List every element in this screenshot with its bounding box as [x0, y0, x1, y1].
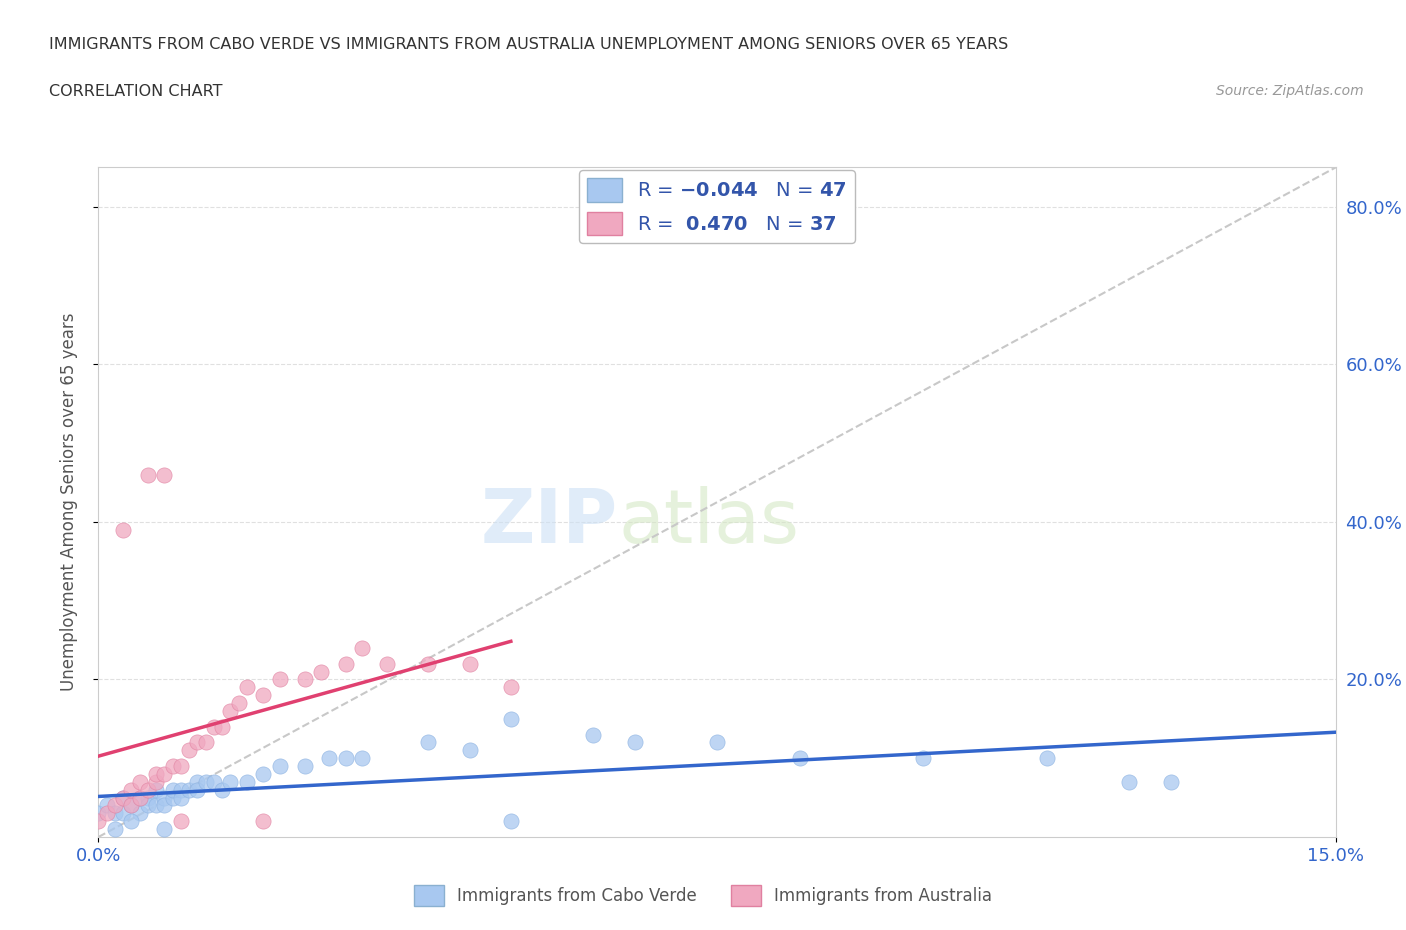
Point	[202, 719, 225, 734]
Point	[499, 814, 522, 829]
Point	[112, 790, 135, 805]
Point	[128, 790, 150, 805]
Point	[104, 798, 127, 813]
Point	[252, 814, 274, 829]
Point	[499, 711, 522, 726]
Point	[186, 775, 208, 790]
Point	[211, 719, 233, 734]
Point	[136, 790, 159, 805]
Text: Source: ZipAtlas.com: Source: ZipAtlas.com	[1216, 84, 1364, 98]
Point	[269, 759, 291, 774]
Point	[128, 806, 150, 821]
Point	[128, 790, 150, 805]
Point	[706, 735, 728, 750]
Point	[104, 822, 127, 837]
Point	[219, 703, 242, 718]
Legend: Immigrants from Cabo Verde, Immigrants from Australia: Immigrants from Cabo Verde, Immigrants f…	[408, 879, 998, 912]
Point	[136, 782, 159, 797]
Point	[418, 657, 440, 671]
Point	[582, 727, 605, 742]
Point	[120, 814, 142, 829]
Point	[236, 775, 259, 790]
Point	[1118, 775, 1140, 790]
Point	[352, 641, 374, 656]
Point	[136, 798, 159, 813]
Point	[252, 766, 274, 781]
Point	[418, 735, 440, 750]
Point	[194, 735, 217, 750]
Legend: R = $\mathbf{-0.044}$   N = $\mathbf{47}$, R =  $\mathbf{0.470}$   N = $\mathbf{: R = $\mathbf{-0.044}$ N = $\mathbf{47}$,…	[579, 170, 855, 243]
Point	[186, 782, 208, 797]
Point	[1160, 775, 1182, 790]
Point	[252, 688, 274, 703]
Point	[87, 814, 110, 829]
Point	[294, 672, 316, 687]
Point	[318, 751, 340, 765]
Point	[335, 751, 357, 765]
Point	[179, 782, 201, 797]
Point	[145, 766, 167, 781]
Text: CORRELATION CHART: CORRELATION CHART	[49, 84, 222, 99]
Point	[153, 467, 176, 482]
Text: ZIP: ZIP	[481, 485, 619, 559]
Point	[153, 790, 176, 805]
Point	[136, 467, 159, 482]
Point	[170, 759, 193, 774]
Point	[1036, 751, 1059, 765]
Point	[623, 735, 645, 750]
Text: atlas: atlas	[619, 485, 799, 559]
Text: IMMIGRANTS FROM CABO VERDE VS IMMIGRANTS FROM AUSTRALIA UNEMPLOYMENT AMONG SENIO: IMMIGRANTS FROM CABO VERDE VS IMMIGRANTS…	[49, 37, 1008, 52]
Point	[352, 751, 374, 765]
Point	[170, 782, 193, 797]
Y-axis label: Unemployment Among Seniors over 65 years: Unemployment Among Seniors over 65 years	[59, 313, 77, 691]
Point	[162, 759, 184, 774]
Point	[145, 782, 167, 797]
Point	[458, 743, 481, 758]
Point	[120, 798, 142, 813]
Point	[912, 751, 935, 765]
Point	[294, 759, 316, 774]
Point	[112, 790, 135, 805]
Point	[153, 822, 176, 837]
Point	[170, 790, 193, 805]
Point	[228, 696, 250, 711]
Point	[219, 775, 242, 790]
Point	[120, 798, 142, 813]
Point	[153, 798, 176, 813]
Point	[96, 798, 118, 813]
Point	[269, 672, 291, 687]
Point	[211, 782, 233, 797]
Point	[96, 806, 118, 821]
Point	[128, 775, 150, 790]
Point	[112, 806, 135, 821]
Point	[789, 751, 811, 765]
Point	[179, 743, 201, 758]
Point	[375, 657, 398, 671]
Point	[202, 775, 225, 790]
Point	[153, 766, 176, 781]
Point	[194, 775, 217, 790]
Point	[170, 814, 193, 829]
Point	[335, 657, 357, 671]
Point	[236, 680, 259, 695]
Point	[104, 806, 127, 821]
Point	[112, 523, 135, 538]
Point	[499, 680, 522, 695]
Point	[458, 657, 481, 671]
Point	[120, 782, 142, 797]
Point	[186, 735, 208, 750]
Point	[162, 790, 184, 805]
Point	[309, 664, 332, 679]
Point	[145, 775, 167, 790]
Point	[145, 798, 167, 813]
Point	[162, 782, 184, 797]
Point	[87, 806, 110, 821]
